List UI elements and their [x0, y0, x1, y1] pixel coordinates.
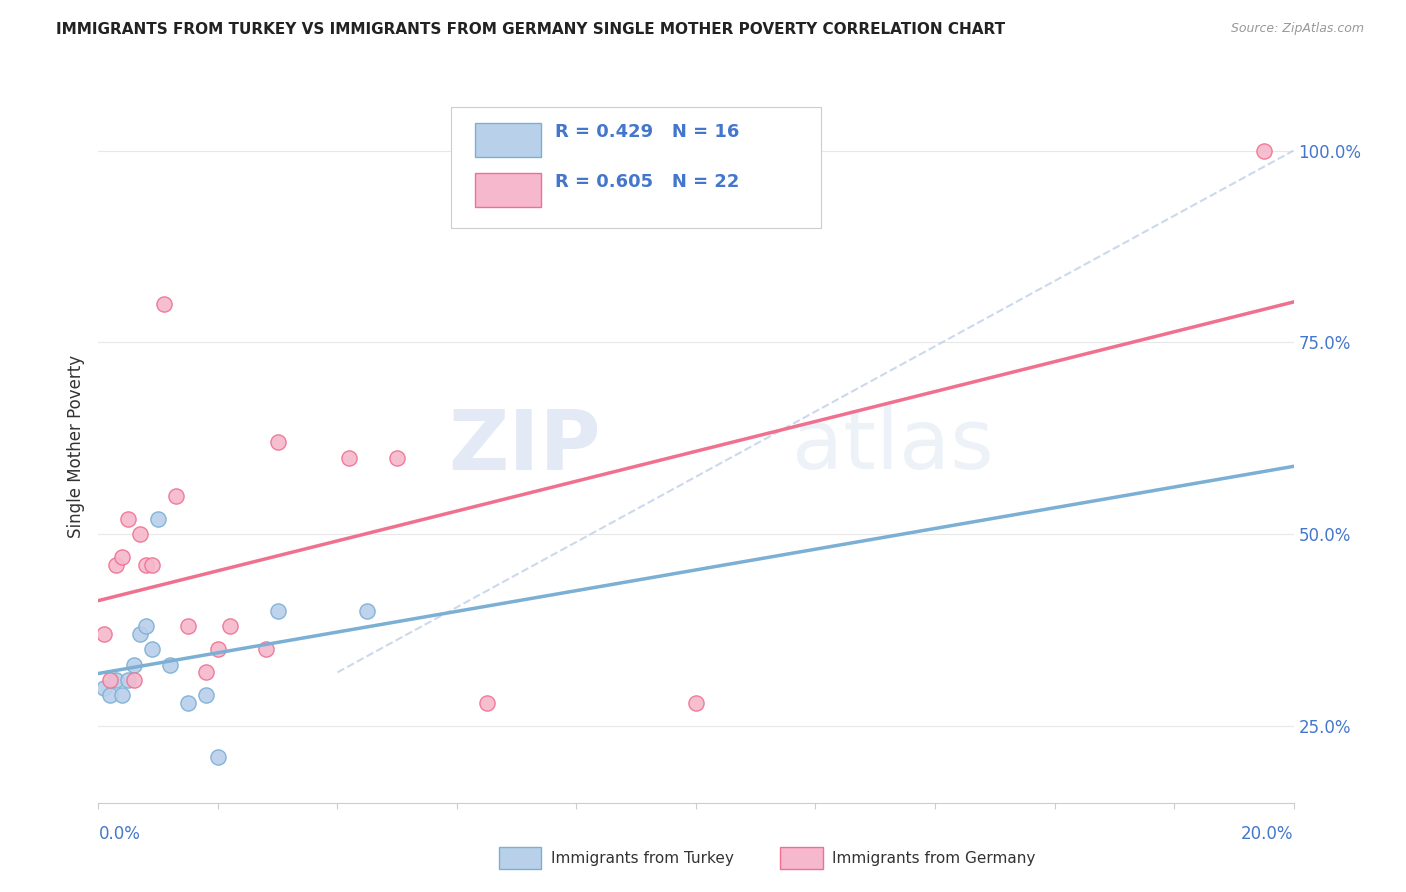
- Point: [105, 673, 128, 687]
- Point: [111, 550, 134, 565]
- Point: [195, 665, 218, 680]
- Point: [117, 512, 139, 526]
- Point: [219, 619, 242, 633]
- Y-axis label: Single Mother Poverty: Single Mother Poverty: [67, 354, 86, 538]
- Point: [111, 689, 134, 703]
- Point: [385, 450, 409, 465]
- Point: [356, 604, 378, 618]
- Text: R = 0.605   N = 22: R = 0.605 N = 22: [555, 173, 740, 191]
- Point: [159, 657, 181, 672]
- Point: [207, 749, 229, 764]
- Point: [339, 450, 360, 465]
- Point: [177, 619, 200, 633]
- Text: Immigrants from Germany: Immigrants from Germany: [832, 851, 1036, 865]
- Point: [165, 489, 187, 503]
- Point: [117, 673, 139, 687]
- Bar: [475, 173, 540, 207]
- Point: [129, 527, 152, 541]
- Point: [475, 696, 498, 710]
- Point: [148, 512, 170, 526]
- Point: [254, 642, 277, 657]
- Point: [105, 558, 128, 572]
- Text: 0.0%: 0.0%: [98, 825, 141, 843]
- Text: Immigrants from Turkey: Immigrants from Turkey: [551, 851, 734, 865]
- Point: [93, 627, 115, 641]
- Point: [141, 558, 163, 572]
- Point: [124, 657, 146, 672]
- Point: [153, 297, 176, 311]
- Text: R = 0.429   N = 16: R = 0.429 N = 16: [555, 123, 740, 141]
- Point: [207, 642, 229, 657]
- Text: 20.0%: 20.0%: [1241, 825, 1294, 843]
- Text: ZIP: ZIP: [449, 406, 600, 486]
- Point: [93, 681, 115, 695]
- Point: [267, 435, 290, 450]
- Point: [100, 689, 122, 703]
- Point: [129, 627, 152, 641]
- Point: [177, 696, 200, 710]
- Point: [685, 696, 707, 710]
- Point: [1253, 144, 1275, 158]
- Bar: [475, 123, 540, 157]
- Text: IMMIGRANTS FROM TURKEY VS IMMIGRANTS FROM GERMANY SINGLE MOTHER POVERTY CORRELAT: IMMIGRANTS FROM TURKEY VS IMMIGRANTS FRO…: [56, 22, 1005, 37]
- Point: [195, 689, 218, 703]
- Text: atlas: atlas: [792, 406, 993, 486]
- Point: [100, 673, 122, 687]
- FancyBboxPatch shape: [451, 107, 821, 228]
- Text: Source: ZipAtlas.com: Source: ZipAtlas.com: [1230, 22, 1364, 36]
- Point: [124, 673, 146, 687]
- Point: [135, 619, 157, 633]
- Point: [267, 604, 290, 618]
- Point: [135, 558, 157, 572]
- Point: [141, 642, 163, 657]
